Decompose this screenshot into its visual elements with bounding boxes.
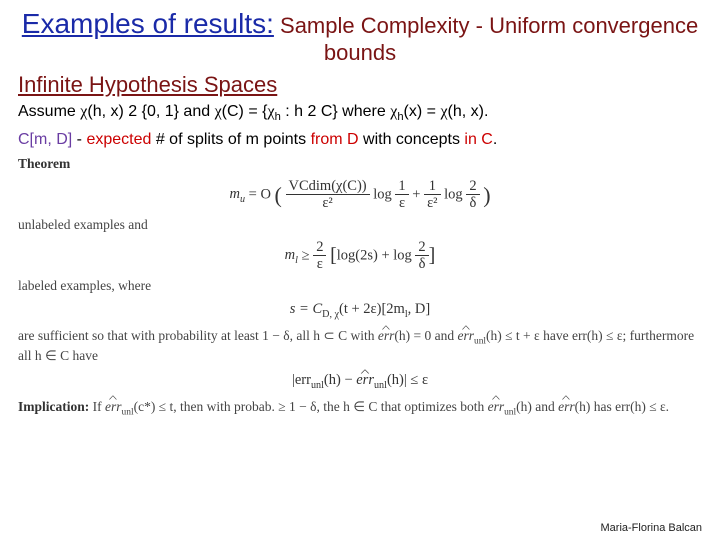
- impl-sub2: unl: [504, 408, 516, 418]
- assume-text-1: Assume: [18, 103, 80, 120]
- ml-geq: ≥: [298, 247, 313, 263]
- labeled-text: labeled examples, where: [18, 278, 702, 295]
- impl-err3: err: [558, 399, 575, 414]
- unlabeled-text: unlabeled examples and: [18, 217, 702, 234]
- mu-c-den: ε²: [424, 195, 440, 211]
- eq-ineq: |errunl(h) − errunl(h)| ≤ ε: [18, 371, 702, 393]
- impl-err: err: [105, 399, 122, 414]
- theorem-label: Theorem: [18, 156, 70, 171]
- s-arg: (t + 2ε)[2m: [339, 301, 405, 317]
- assumption-line: Assume χ(h, x) 2 {0, 1} and χ(C) = {χh :…: [18, 102, 702, 124]
- s-lhs: s = C: [290, 301, 322, 317]
- s-sub: D, χ: [322, 309, 339, 320]
- mu-a-num: VCdim(χ(C)): [286, 179, 370, 196]
- ml-c-num: 2: [415, 240, 428, 257]
- assume-text-2: (h, x) 2 {0, 1} and: [87, 103, 214, 120]
- ml-close: ]: [429, 244, 436, 266]
- def-dash: -: [72, 131, 86, 148]
- cmd-term: C[m, D]: [18, 131, 72, 148]
- mu-open: (: [275, 182, 282, 207]
- eq-ml: ml ≥ 2ε [log(2s) + log 2δ]: [18, 240, 702, 272]
- def-period: .: [493, 131, 497, 148]
- suff-errunl: err: [457, 328, 474, 343]
- theorem-block: Theorem mu = O ( VCdim(χ(C))ε² log 1ε + …: [18, 156, 702, 420]
- assume-text-3: (C) = {: [222, 103, 268, 120]
- impl-err2: err: [488, 399, 505, 414]
- suff-2: (h) = 0 and: [394, 328, 457, 343]
- mu-d-den: δ: [466, 195, 479, 211]
- chi-symbol: χ: [267, 103, 274, 120]
- s-end: , D]: [408, 301, 431, 317]
- chi-symbol: χ: [215, 103, 222, 120]
- mu-eq: = O: [245, 186, 271, 202]
- mu-log2: log: [444, 186, 466, 202]
- ml-open: [: [330, 244, 337, 266]
- eq-mu: mu = O ( VCdim(χ(C))ε² log 1ε + 1ε² log …: [18, 179, 702, 211]
- ineq-sub: unl: [311, 380, 324, 391]
- mu-close: ): [483, 182, 490, 207]
- ineq-1: |err: [292, 372, 311, 388]
- suff-err: err: [378, 328, 395, 343]
- impl-2: (c*) ≤ t, then with probab. ≥ 1 − δ, the…: [134, 399, 488, 414]
- suff-1: are sufficient so that with probability …: [18, 328, 378, 343]
- ml-frac-a: 2ε: [313, 240, 326, 272]
- assume-text-4: : h 2 C} where: [281, 103, 390, 120]
- definition-line: C[m, D] - expected # of splits of m poin…: [18, 130, 702, 150]
- section-subtitle: Infinite Hypothesis Spaces: [18, 72, 702, 98]
- mu-b-num: 1: [395, 179, 408, 196]
- title-main: Examples of results:: [22, 8, 274, 39]
- mu-m: m: [229, 186, 239, 202]
- impl-label: Implication:: [18, 399, 89, 414]
- mu-frac-d: 2δ: [466, 179, 479, 211]
- ineq-err2: err: [356, 372, 374, 388]
- assume-text-6: (h, x).: [448, 103, 489, 120]
- ml-c-den: δ: [415, 256, 428, 272]
- mu-b-den: ε: [395, 195, 408, 211]
- mu-a-den: ε²: [286, 195, 370, 211]
- mu-frac-b: 1ε: [395, 179, 408, 211]
- def-text-4: # of splits of m points: [151, 131, 310, 148]
- from-d: from D: [311, 131, 359, 148]
- mu-c-num: 1: [424, 179, 440, 196]
- footer-author: Maria-Florina Balcan: [601, 522, 702, 534]
- sufficient-text: are sufficient so that with probability …: [18, 328, 702, 365]
- slide-title: Examples of results: Sample Complexity -…: [18, 8, 702, 66]
- ml-a-num: 2: [313, 240, 326, 257]
- eq-s: s = CD, χ(t + 2ε)[2ml, D]: [18, 300, 702, 322]
- impl-3: (h) and: [516, 399, 558, 414]
- expected-word: expected: [86, 131, 151, 148]
- suff-unlsub: unl: [474, 337, 486, 347]
- def-text-6: with concepts: [359, 131, 465, 148]
- ineq-sub2: unl: [374, 380, 387, 391]
- chi-symbol: χ: [440, 103, 447, 120]
- ml-b: log(2s) + log: [337, 247, 416, 263]
- mu-d-num: 2: [466, 179, 479, 196]
- in-c: in C: [464, 131, 492, 148]
- implication-text: Implication: If errunl(c*) ≤ t, then wit…: [18, 399, 702, 420]
- impl-sub: unl: [122, 408, 134, 418]
- ml-a-den: ε: [313, 256, 326, 272]
- assume-text-5: (x) =: [404, 103, 441, 120]
- impl-4: (h) has err(h) ≤ ε.: [575, 399, 669, 414]
- title-cont: Sample Complexity - Uniform convergence …: [274, 13, 698, 65]
- mu-frac-c: 1ε²: [424, 179, 440, 211]
- mu-log1: log: [373, 186, 395, 202]
- ml-m: m: [285, 247, 295, 263]
- ml-frac-c: 2δ: [415, 240, 428, 272]
- ineq-mid: (h) −: [324, 372, 356, 388]
- impl-1: If: [89, 399, 105, 414]
- mu-plus: +: [412, 186, 424, 202]
- mu-frac-a: VCdim(χ(C))ε²: [286, 179, 370, 211]
- ineq-end: (h)| ≤ ε: [387, 372, 428, 388]
